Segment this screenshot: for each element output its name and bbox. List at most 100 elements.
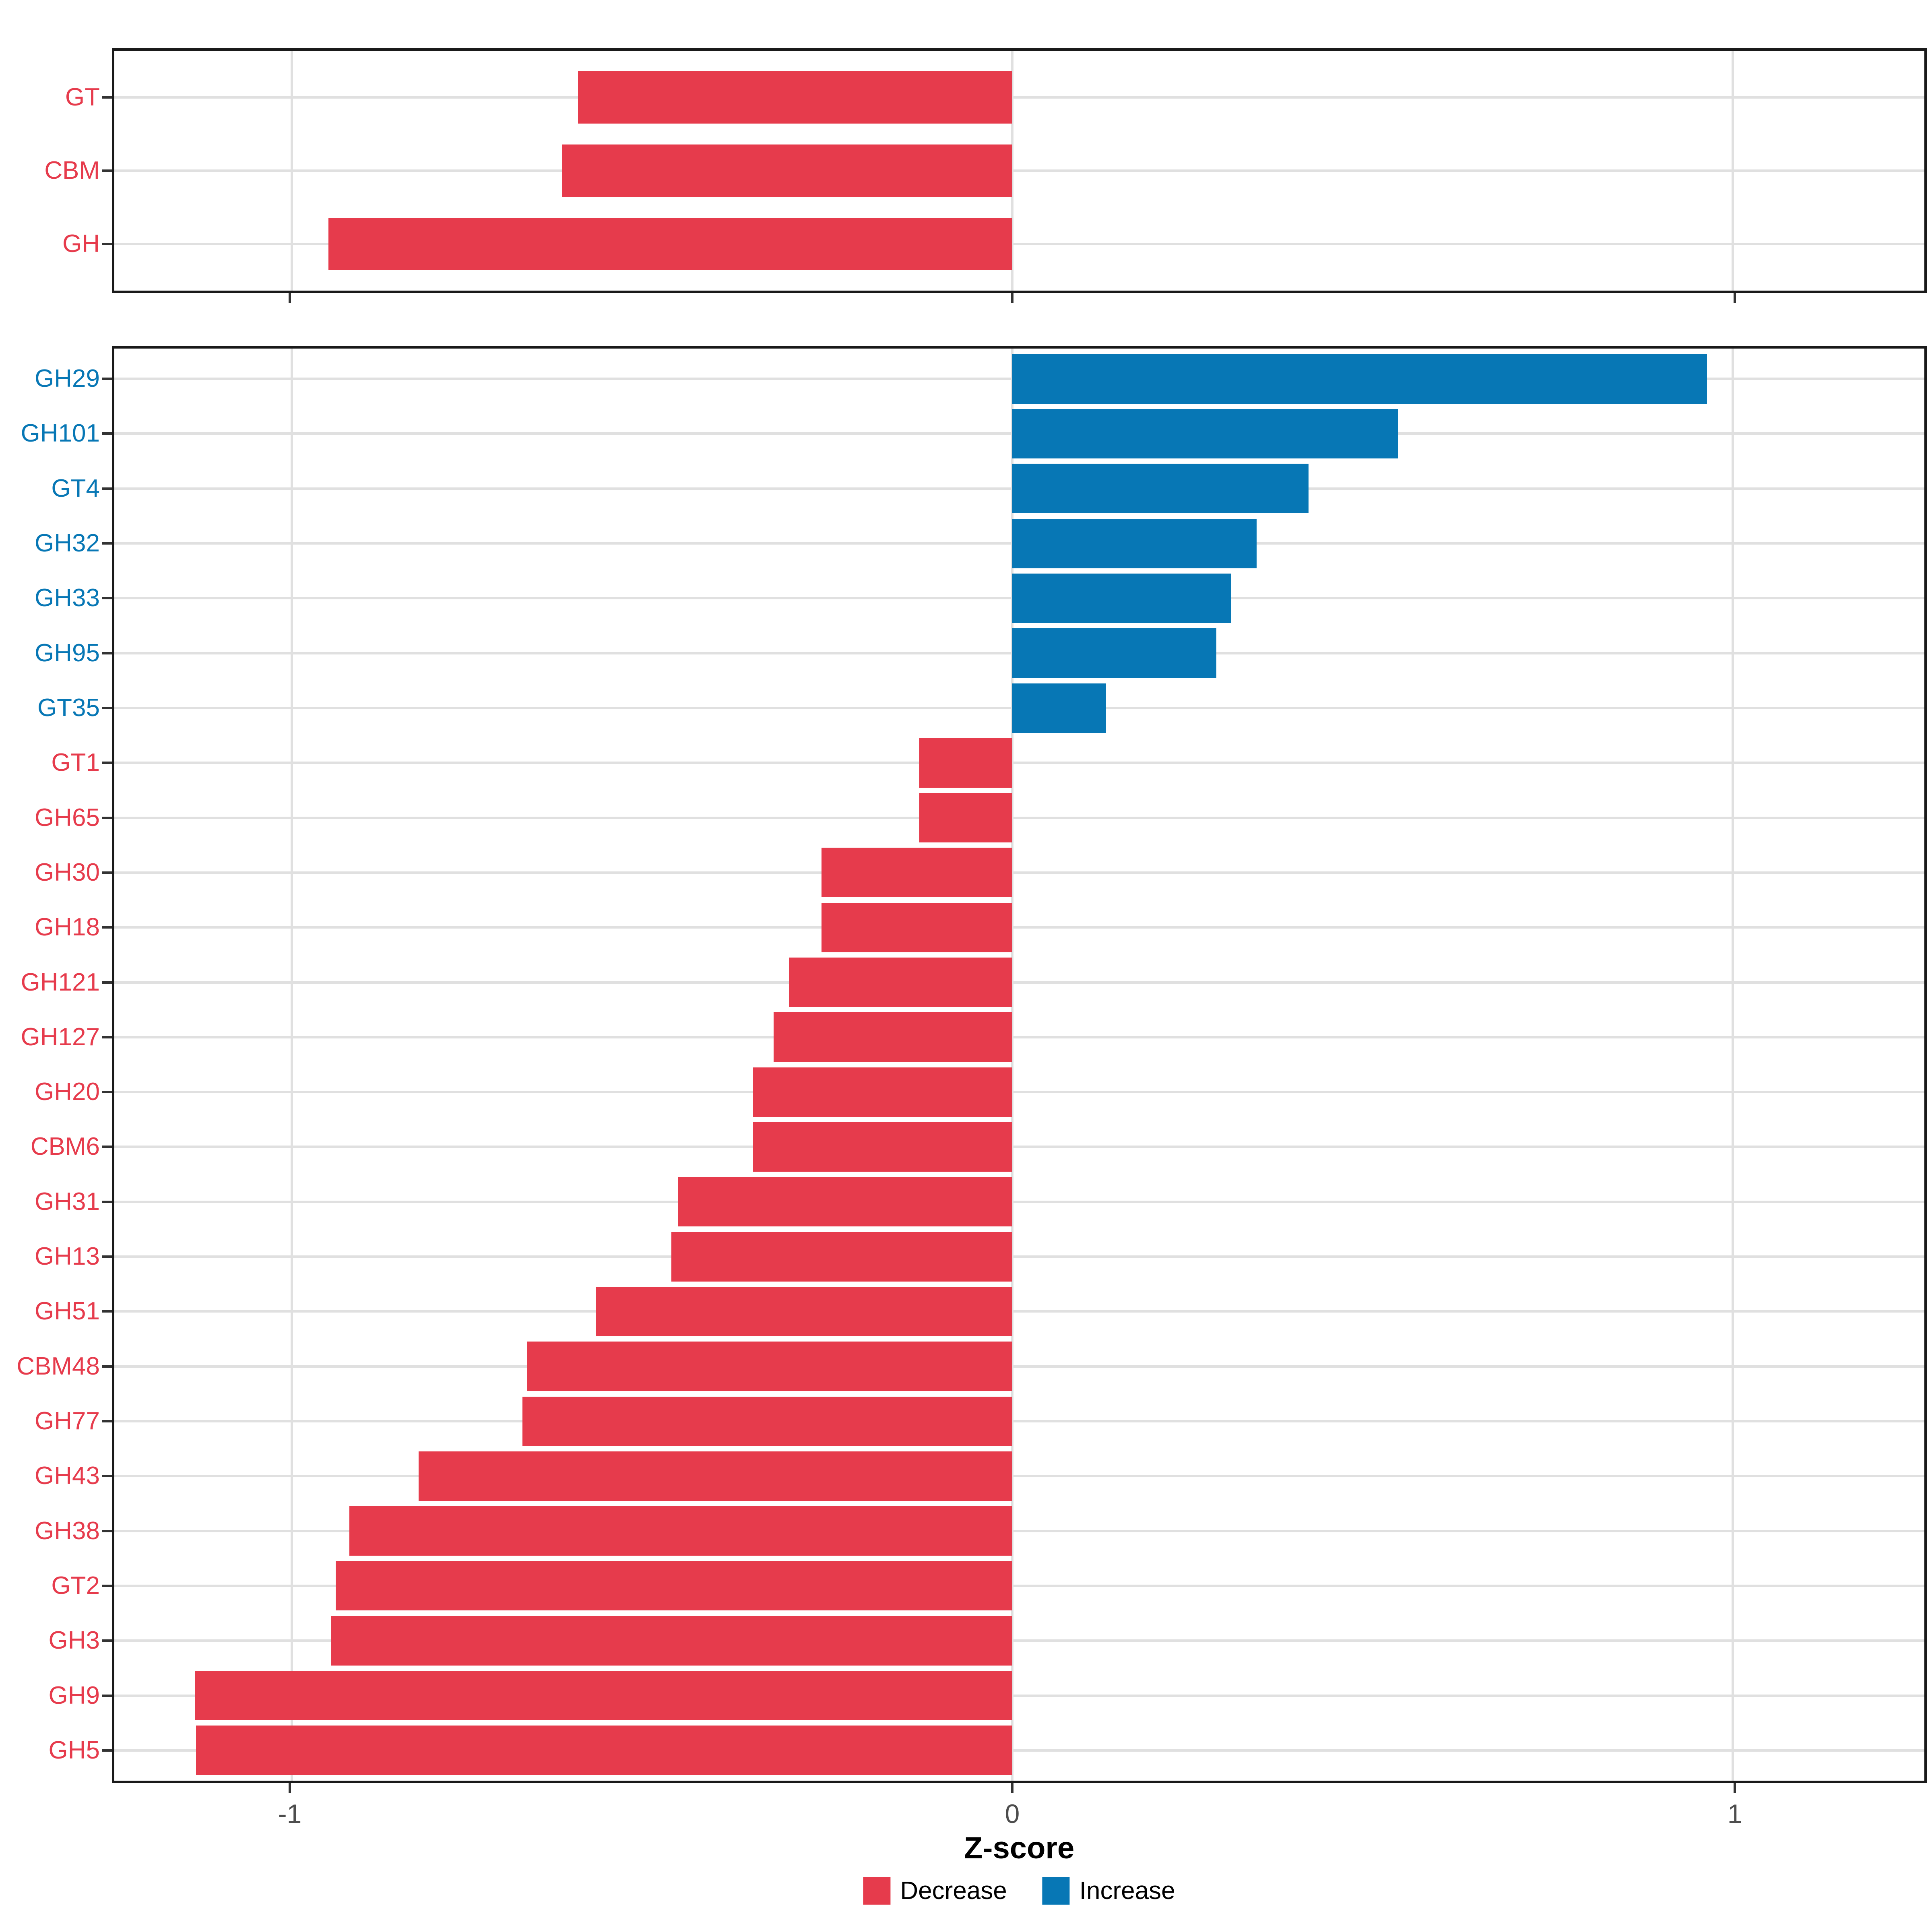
bar [1012, 354, 1707, 404]
y-tick-mark [102, 1200, 112, 1203]
y-tick-mark [102, 707, 112, 709]
category-label: GT [65, 83, 100, 111]
y-tick-mark [102, 652, 112, 654]
y-tick-mark [102, 1584, 112, 1587]
y-tick-mark [102, 1310, 112, 1313]
category-label: GH77 [35, 1407, 100, 1435]
bar [328, 218, 1013, 270]
category-label: GH30 [35, 858, 100, 886]
bar [418, 1451, 1013, 1501]
y-tick-mark [102, 816, 112, 819]
y-tick-mark [102, 96, 112, 99]
y-tick-mark [102, 1146, 112, 1148]
bar [196, 1726, 1013, 1775]
category-label: GH121 [21, 968, 100, 996]
category-label: GH38 [35, 1517, 100, 1545]
bar [527, 1342, 1013, 1391]
gridline-horizontal [114, 1255, 1924, 1258]
gridline-horizontal [114, 1749, 1924, 1752]
category-label: GH [62, 230, 100, 258]
y-tick-mark [102, 1036, 112, 1038]
category-label: GH101 [21, 419, 100, 448]
category-label: GH43 [35, 1462, 100, 1490]
bar [671, 1232, 1013, 1282]
enzyme-class-panel [112, 48, 1927, 293]
category-label: GT2 [51, 1571, 100, 1600]
gridline-horizontal [114, 762, 1924, 764]
category-label: GH127 [21, 1023, 100, 1051]
bar [578, 71, 1013, 124]
bar [789, 958, 1013, 1007]
bar [1012, 409, 1398, 458]
y-tick-mark [102, 871, 112, 874]
legend: Decrease Increase [863, 1876, 1175, 1905]
bar [1012, 464, 1309, 514]
x-tick-mark [1734, 1783, 1736, 1793]
bar [774, 1012, 1013, 1062]
x-tick-mark [1734, 293, 1736, 303]
legend-key-decrease [863, 1877, 891, 1905]
y-tick-mark [102, 542, 112, 545]
legend-key-increase [1042, 1877, 1070, 1905]
category-label: GH5 [48, 1736, 100, 1764]
y-tick-mark [102, 1694, 112, 1697]
legend-label-increase: Increase [1079, 1877, 1175, 1905]
y-tick-mark [102, 378, 112, 380]
gridline-horizontal [114, 243, 1924, 245]
y-tick-mark [102, 1091, 112, 1094]
gridline-horizontal [114, 1091, 1924, 1094]
category-label: GT4 [51, 474, 100, 502]
category-label: CBM48 [17, 1352, 100, 1380]
gridline-horizontal [114, 1530, 1924, 1532]
y-tick-mark [102, 169, 112, 172]
category-label: GH31 [35, 1187, 100, 1216]
category-label: GT1 [51, 749, 100, 777]
gridline-horizontal [114, 981, 1924, 984]
category-label: GT35 [37, 694, 100, 722]
bar [335, 1561, 1013, 1611]
x-tick-label: -1 [278, 1799, 302, 1829]
gridline-horizontal [114, 1146, 1924, 1148]
category-label: GH29 [35, 365, 100, 393]
legend-label-decrease: Decrease [900, 1877, 1007, 1905]
gridline-horizontal [114, 1475, 1924, 1478]
bar [195, 1671, 1013, 1721]
x-tick-mark [1011, 293, 1013, 303]
category-label: CBM [44, 157, 100, 184]
y-tick-mark [102, 1530, 112, 1532]
category-label: GH33 [35, 584, 100, 612]
bar [753, 1067, 1013, 1117]
y-tick-mark [102, 981, 112, 984]
gridline-horizontal [114, 1584, 1924, 1587]
y-tick-mark [102, 1365, 112, 1368]
category-label: GH51 [35, 1297, 100, 1325]
category-label: GH18 [35, 913, 100, 941]
category-label: GH3 [48, 1627, 100, 1655]
y-tick-mark [102, 487, 112, 490]
x-tick-label: 1 [1727, 1799, 1742, 1829]
x-tick-mark [1011, 1783, 1013, 1793]
x-axis-title: Z-score [964, 1831, 1075, 1865]
bar [331, 1616, 1013, 1666]
y-tick-mark [102, 1420, 112, 1422]
bar [349, 1506, 1013, 1556]
gridline-horizontal [114, 1310, 1924, 1313]
bar [1012, 518, 1257, 568]
bar [753, 1122, 1013, 1172]
gridline-horizontal [114, 1639, 1924, 1642]
gridline-vertical [290, 349, 293, 1781]
bar [522, 1396, 1013, 1446]
bar [678, 1177, 1013, 1227]
bar [919, 738, 1013, 788]
gridline-vertical [1011, 349, 1014, 1781]
bar [821, 902, 1013, 952]
y-tick-mark [102, 597, 112, 600]
y-tick-mark [102, 762, 112, 764]
y-tick-mark [102, 1749, 112, 1752]
bar [596, 1286, 1013, 1336]
gridline-vertical [1732, 349, 1734, 1781]
x-tick-mark [288, 293, 291, 303]
y-tick-mark [102, 926, 112, 929]
bar [821, 848, 1013, 898]
